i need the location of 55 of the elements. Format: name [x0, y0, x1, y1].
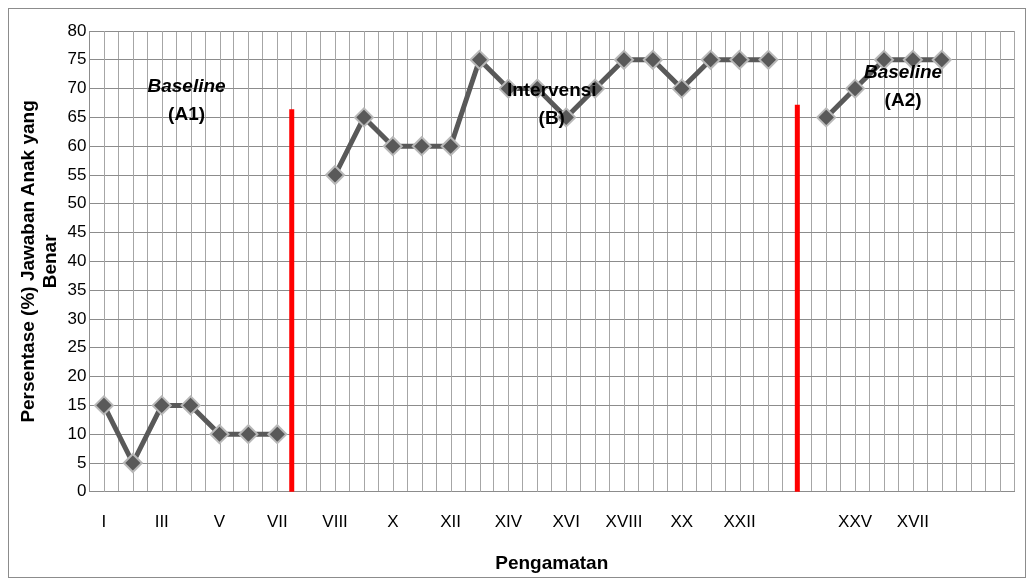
x-tick-label: XII — [440, 511, 462, 531]
x-tick-label: XVII — [896, 511, 929, 531]
x-tick-label: XIV — [494, 511, 523, 531]
x-tick-label: I — [101, 511, 107, 531]
x-tick-label: V — [213, 511, 226, 531]
point — [382, 136, 403, 157]
x-tick-label: XVI — [552, 511, 580, 531]
point — [613, 49, 634, 70]
y-tick-label: 80 — [67, 20, 87, 40]
x-tick-label: XVIII — [605, 511, 643, 531]
y-tick-label: 30 — [67, 308, 87, 328]
x-tick-label: III — [154, 511, 169, 531]
y-tick-label: 25 — [67, 337, 87, 357]
point — [816, 107, 837, 128]
point — [469, 49, 490, 70]
point — [440, 136, 461, 157]
point — [267, 424, 288, 445]
point — [729, 49, 750, 70]
x-tick-label: VII — [266, 511, 288, 531]
point — [93, 395, 114, 416]
point — [411, 136, 432, 157]
point — [151, 395, 172, 416]
point — [238, 424, 259, 445]
y-tick-label: 20 — [67, 366, 87, 386]
x-tick-label: XXV — [838, 511, 873, 531]
y-tick-label: 65 — [67, 107, 87, 127]
y-tick-label: 50 — [67, 193, 87, 213]
x-tick-label: X — [387, 511, 399, 531]
y-tick-label: 10 — [67, 423, 87, 443]
y-tick-label: 5 — [77, 452, 87, 472]
point — [122, 453, 143, 473]
point — [671, 78, 692, 99]
point — [325, 165, 346, 185]
y-axis-title: Persentase (%) Jawaban Anak yang Benar — [16, 100, 61, 423]
point — [845, 78, 866, 99]
x-tick-label: VIII — [322, 511, 348, 531]
y-tick-label: 40 — [67, 251, 87, 271]
point — [180, 395, 201, 416]
y-tick-label: 35 — [67, 279, 87, 299]
y-tick-label: 55 — [67, 164, 87, 184]
x-axis-title: Pengamatan — [495, 551, 609, 573]
y-tick-label: 70 — [67, 78, 87, 98]
point — [353, 107, 374, 128]
point — [209, 424, 230, 445]
y-tick-label: 75 — [67, 49, 87, 69]
point — [758, 49, 779, 70]
y-tick-label: 45 — [67, 222, 87, 242]
y-tick-label: 60 — [67, 135, 87, 155]
point — [700, 49, 721, 70]
x-tick-label: XXII — [723, 511, 756, 531]
point — [642, 49, 663, 70]
y-tick-label: 15 — [67, 395, 87, 415]
annotation: Baseline (A1) — [147, 74, 227, 124]
y-tick-label: 0 — [77, 481, 87, 501]
x-tick-label: XX — [670, 511, 694, 531]
